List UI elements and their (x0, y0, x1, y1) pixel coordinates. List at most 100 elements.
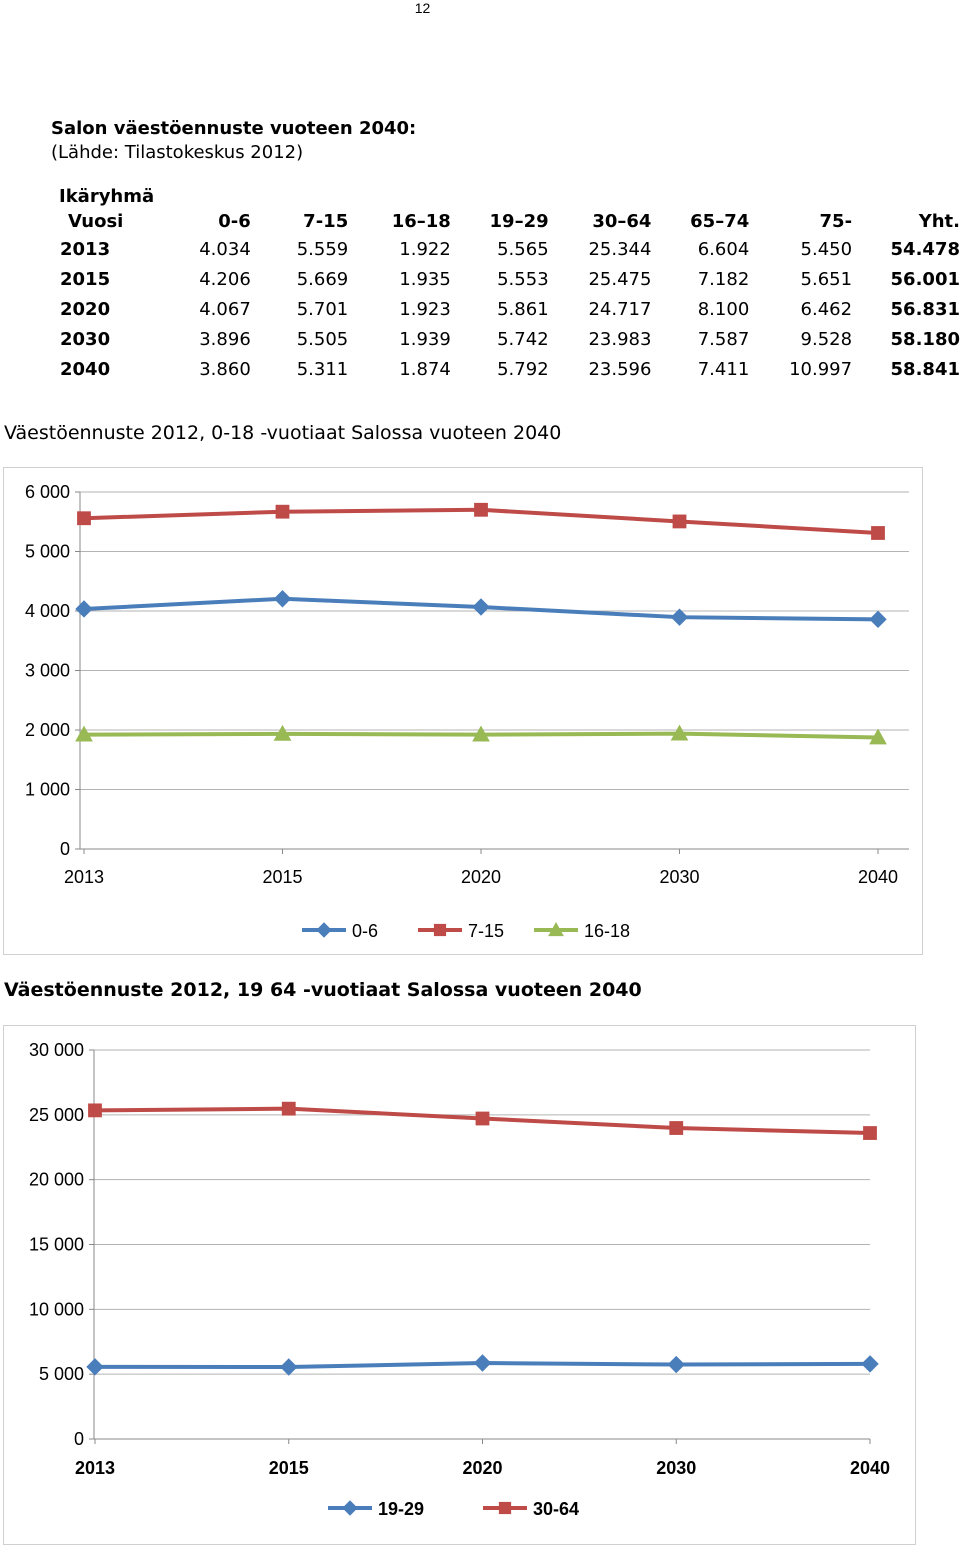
table-cell: 5.701 (296, 298, 349, 320)
table-cell: 6.462 (800, 298, 853, 320)
x-tick-label: 2030 (659, 867, 699, 887)
table-cell: 5.311 (296, 358, 349, 380)
data-point (869, 728, 887, 745)
table-cell: 58.841 (890, 358, 960, 380)
x-tick-label: 2013 (64, 867, 104, 887)
data-point (433, 923, 447, 937)
data-point (475, 1111, 490, 1126)
table-cell: 5.553 (497, 268, 549, 290)
data-point (472, 725, 490, 742)
table-cell: 56.001 (890, 268, 960, 290)
data-point (670, 608, 689, 626)
table-cell: 5.669 (296, 268, 349, 290)
y-tick-label: 2 000 (25, 720, 70, 740)
table-cell: 4.067 (199, 298, 251, 320)
table-cell: 8.100 (697, 298, 750, 320)
table-year-cell: 2040 (60, 358, 111, 380)
table-row: 2040 3.860 5.311 1.874 5.792 23.596 7.411 10.99… (58, 354, 960, 384)
table-cell: 25.475 (588, 268, 652, 290)
page-number: 12 (414, 0, 431, 16)
table-year-cell: 2030 (60, 328, 111, 350)
chart1-title: Väestöennuste 2012, 0-18 -vuotiaat Salos… (4, 422, 562, 444)
table-cell: 5.559 (296, 238, 349, 260)
table-cell: 1.922 (399, 238, 451, 260)
table-cell: 7.411 (697, 358, 750, 380)
table-cell: 5.565 (497, 238, 549, 260)
table-header-cell: 75- (819, 210, 853, 232)
table-cell: 25.344 (588, 238, 652, 260)
y-tick-label: 0 (74, 1429, 84, 1449)
table-cell: 1.935 (399, 268, 451, 290)
table-cell: 54.478 (890, 238, 960, 260)
x-tick-label: 2015 (269, 1458, 309, 1478)
legend-label: 0-6 (352, 921, 378, 941)
y-tick-label: 5 000 (39, 1364, 84, 1384)
table-header-cell: 65–74 (690, 210, 750, 232)
data-point (316, 922, 332, 938)
table-header-cell: 16–18 (391, 210, 451, 232)
data-point (667, 1355, 685, 1374)
data-point (88, 1103, 102, 1118)
data-point (548, 921, 564, 937)
table-header-cell: 7-15 (303, 210, 349, 232)
data-point (474, 502, 488, 517)
x-tick-label: 2040 (858, 867, 898, 887)
table-group-label: Ikäryhmä (59, 186, 155, 207)
table-year-cell: 2015 (60, 268, 111, 290)
table-cell: 1.923 (399, 298, 451, 320)
chart2-frame: 0 5 000 10 000 15 000 20 000 25 000 30 000 2013… (3, 1025, 916, 1545)
legend-label: 7-15 (468, 921, 504, 941)
table-cell: 5.861 (497, 298, 549, 320)
data-point (275, 504, 290, 519)
y-tick-label: 6 000 (25, 482, 70, 502)
table-header-row: Vuosi 0-6 7-15 16–18 19–29 30–64 65–74 75- Yht. (58, 208, 960, 234)
table-cell: 5.742 (497, 328, 549, 350)
y-tick-label: 25 000 (29, 1105, 84, 1125)
data-point (273, 590, 292, 608)
data-point (473, 1354, 492, 1372)
table-cell: 5.505 (296, 328, 349, 350)
table-cell: 9.528 (800, 328, 853, 350)
data-point (669, 1121, 684, 1135)
data-point (871, 526, 885, 540)
table-row: 2020 4.067 5.701 1.923 5.861 24.717 8.100 6.462… (58, 294, 960, 324)
chart1-frame: 0 1 000 2 000 3 000 4 000 5 000 6 000 2013 2015 2… (3, 467, 923, 955)
chart1-svg: 0 1 000 2 000 3 000 4 000 5 000 6 000 2013 2015 2… (25, 482, 909, 941)
x-tick-label: 2020 (461, 867, 501, 887)
x-tick-label: 2015 (262, 867, 302, 887)
table-year-cell: 2013 (60, 238, 111, 260)
table-cell: 10.997 (789, 358, 853, 380)
y-tick-label: 5 000 (25, 542, 70, 562)
legend-label: 16-18 (584, 921, 630, 941)
table-header-cell: 0-6 (218, 210, 251, 232)
chart2-title: Väestöennuste 2012, 19 64 -vuotiaat Salo… (4, 979, 642, 1001)
table-cell: 5.450 (800, 238, 853, 260)
data-point (670, 724, 689, 741)
table-cell: 23.983 (588, 328, 652, 350)
data-point (75, 725, 93, 742)
data-point (472, 598, 490, 616)
table-header-cell: 19–29 (489, 210, 549, 232)
data-point (75, 600, 93, 618)
data-point (869, 610, 887, 629)
table-cell: 5.792 (497, 358, 549, 380)
y-tick-label: 1 000 (25, 780, 70, 800)
table-cell: 7.182 (697, 268, 750, 290)
data-point (77, 511, 91, 526)
table-cell: 3.896 (199, 328, 251, 350)
legend-label: 30-64 (533, 1499, 579, 1519)
data-point (861, 1355, 879, 1373)
x-tick-label: 2020 (462, 1458, 502, 1478)
data-point (672, 514, 687, 529)
data-point (86, 1358, 104, 1376)
document-title: Salon väestöennuste vuoteen 2040: (51, 118, 417, 139)
data-point (280, 1358, 298, 1376)
table-cell: 4.206 (199, 268, 251, 290)
y-tick-label: 4 000 (25, 601, 70, 621)
y-tick-label: 3 000 (25, 661, 70, 681)
x-tick-label: 2030 (656, 1458, 696, 1478)
table-row: 2013 4.034 5.559 1.922 5.565 25.344 6.604 5.450… (58, 234, 960, 264)
table-cell: 6.604 (697, 238, 750, 260)
table-year-cell: 2020 (60, 298, 111, 320)
table-header-cell: 30–64 (592, 210, 652, 232)
